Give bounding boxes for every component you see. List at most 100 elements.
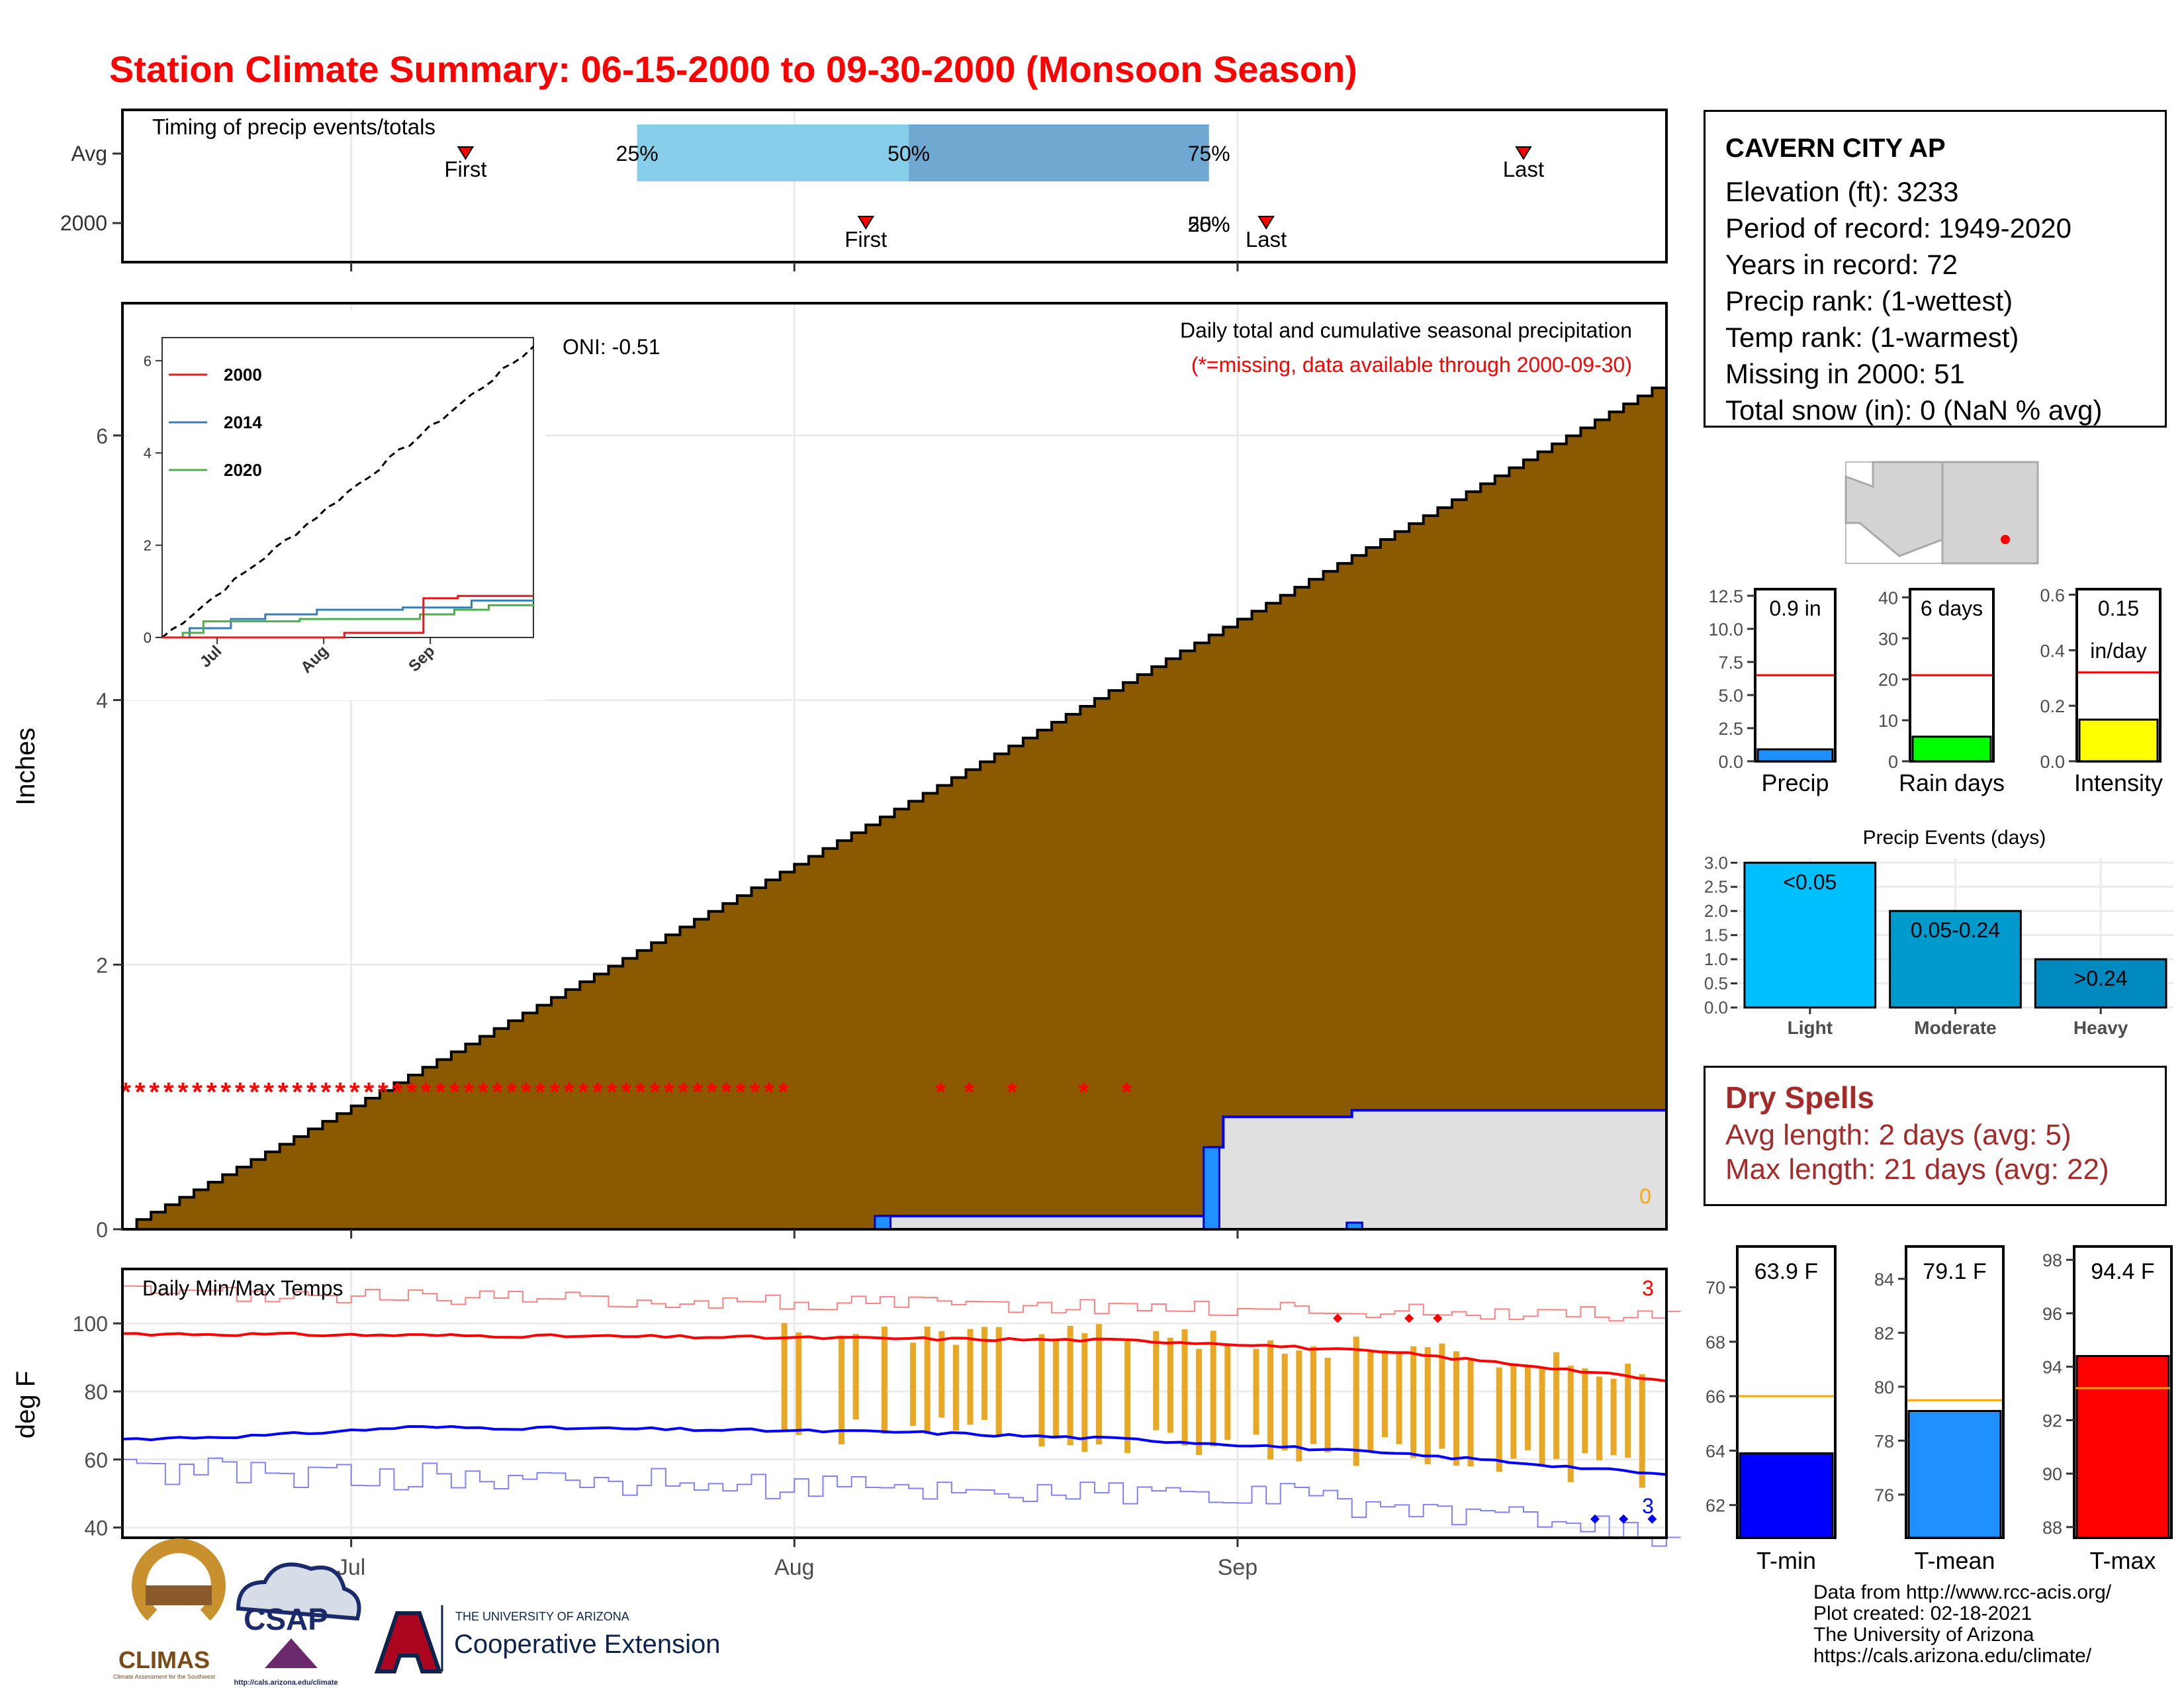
missing-day-marker: * [549, 1078, 560, 1107]
tmean-summary-value-label: 79.1 F [1923, 1259, 1986, 1284]
daily-temp-range-bar [1625, 1363, 1631, 1458]
inset-frame [161, 337, 534, 638]
events-y-tick-label: 2.0 [1704, 901, 1728, 921]
dry-spells-avg: Avg length: 2 days (avg: 5) [1725, 1119, 2071, 1151]
missing-day-marker: * [149, 1078, 159, 1107]
missing-day-marker: * [192, 1078, 203, 1107]
daily-temp-range-bar [1396, 1352, 1402, 1444]
timing-panel-label: Timing of precip events/totals [152, 115, 435, 139]
precip-total-y-tick-label: 2.5 [1718, 719, 1743, 739]
events-y-tick-label: 0.5 [1704, 974, 1728, 994]
timing-quartile-label: 50% [887, 142, 930, 165]
record-high-marker [1333, 1313, 1343, 1323]
precip-total-y-tick-label: 0.0 [1718, 752, 1743, 772]
daily-temp-range-bar [1639, 1374, 1645, 1488]
daily-temp-range-bar [1510, 1363, 1517, 1459]
missing-day-marker: * [1121, 1078, 1132, 1107]
timing-row-label: 2000 [60, 211, 107, 235]
daily-temp-range-bar [910, 1342, 917, 1427]
daily-temp-range-bar [1181, 1329, 1188, 1446]
daily-temp-range-bar [1153, 1331, 1160, 1430]
intensity-bar [2078, 718, 2159, 763]
inset-year-line [162, 604, 535, 639]
missing-day-marker: * [321, 1078, 332, 1107]
missing-day-marker: * [449, 1078, 460, 1107]
dry-spells-max: Max length: 21 days (avg: 22) [1725, 1153, 2109, 1186]
missing-day-marker: * [306, 1078, 317, 1107]
daily-temp-range-bar [1424, 1347, 1431, 1464]
ua-logo-big-text: Cooperative Extension [454, 1630, 720, 1659]
missing-day-marker: * [464, 1078, 475, 1107]
timing-2000-marker-label: Last [1246, 227, 1287, 252]
csap-logo-mountain-icon [265, 1638, 318, 1668]
missing-day-marker: * [649, 1078, 660, 1107]
station-snow: Total snow (in): 0 (NaN % avg) [1725, 395, 2103, 426]
tmax-summary-y-tick-label: 90 [2042, 1464, 2062, 1484]
daily-temp-range-bar [839, 1335, 845, 1445]
daily-temp-range-bar [1124, 1339, 1131, 1453]
daily-temp-range-bar [1567, 1365, 1574, 1483]
missing-note: (*=missing, data available through 2000-… [1191, 353, 1632, 377]
rain-days-y-tick-label: 30 [1878, 629, 1898, 649]
ua-logo-small-text: THE UNIVERSITY OF ARIZONA [455, 1610, 629, 1623]
daily-temp-range-bar [852, 1334, 859, 1420]
timing-quartile-label: 75% [1188, 142, 1230, 165]
events-category-label: Light [1788, 1017, 1833, 1038]
temp-y-tick-label: 40 [84, 1517, 108, 1540]
oni-label: ONI: -0.51 [563, 335, 660, 359]
precip-total-y-tick-label: 10.0 [1708, 620, 1743, 639]
events-y-tick-label: 2.5 [1704, 877, 1728, 897]
daily-temp-range-bar [1467, 1359, 1474, 1467]
missing-day-marker: * [135, 1078, 146, 1107]
precip-total-value-label: 0.9 in [1769, 596, 1821, 620]
inset-legend-label: 2014 [224, 412, 262, 432]
missing-day-marker: * [1079, 1078, 1089, 1107]
missing-day-marker: * [220, 1078, 231, 1107]
events-y-tick-label: 0.0 [1704, 998, 1728, 1017]
station-name: CAVERN CITY AP [1725, 134, 1946, 163]
tmean-summary-y-tick-label: 82 [1874, 1323, 1894, 1343]
temp-x-tick-label: Jul [337, 1555, 365, 1580]
daily-temp-range-bar [1410, 1346, 1417, 1458]
events-bin-label: 0.05-0.24 [1911, 918, 2000, 942]
missing-day-marker: * [678, 1078, 689, 1107]
map-station-dot [2001, 535, 2010, 544]
missing-day-marker: * [635, 1078, 646, 1107]
credit-line: Data from http://www.rcc-acis.org/ [1813, 1581, 2112, 1603]
normal-tmax-line [122, 1331, 1667, 1383]
inset-y-tick-label: 0 [144, 630, 152, 646]
missing-day-marker: * [592, 1078, 603, 1107]
rain-days-y-tick-label: 40 [1878, 588, 1898, 608]
missing-day-marker: * [206, 1078, 217, 1107]
missing-day-marker: * [349, 1078, 360, 1107]
climas-logo-text: CLIMAS [118, 1646, 210, 1673]
missing-day-marker: * [392, 1078, 403, 1107]
missing-day-marker: * [492, 1078, 503, 1107]
station-missing: Missing in 2000: 51 [1725, 358, 1965, 389]
csap-logo-cloud-icon [236, 1562, 361, 1621]
timing-quartile-box-high [909, 124, 1209, 181]
record-low-marker [1590, 1514, 1600, 1524]
daily-temp-range-bar [1439, 1343, 1445, 1449]
missing-day-marker: * [607, 1078, 617, 1107]
missing-day-marker: * [778, 1078, 789, 1107]
missing-day-marker: * [521, 1078, 531, 1107]
ua-logo-a-icon [374, 1611, 443, 1673]
missing-day-marker: * [421, 1078, 432, 1107]
timing-2000-marker [1257, 216, 1275, 230]
missing-day-marker: * [292, 1078, 302, 1107]
missing-day-marker: * [964, 1078, 975, 1107]
daily-temp-range-bar [1496, 1367, 1502, 1472]
station-years: Years in record: 72 [1725, 249, 1958, 280]
missing-day-marker: * [435, 1078, 445, 1107]
daily-temp-range-bar [1267, 1340, 1274, 1460]
precip-total-bar [1756, 748, 1834, 763]
missing-day-marker: * [750, 1078, 760, 1107]
timing-2000-marker [857, 216, 875, 230]
rain-days-label: Rain days [1899, 769, 2005, 796]
daily-temp-range-bar [938, 1331, 945, 1418]
timing-avg-marker-label: First [444, 157, 486, 181]
timing-2000-quartile-label: 25% [1188, 212, 1230, 236]
tmax-summary-y-tick-label: 98 [2042, 1250, 2062, 1270]
